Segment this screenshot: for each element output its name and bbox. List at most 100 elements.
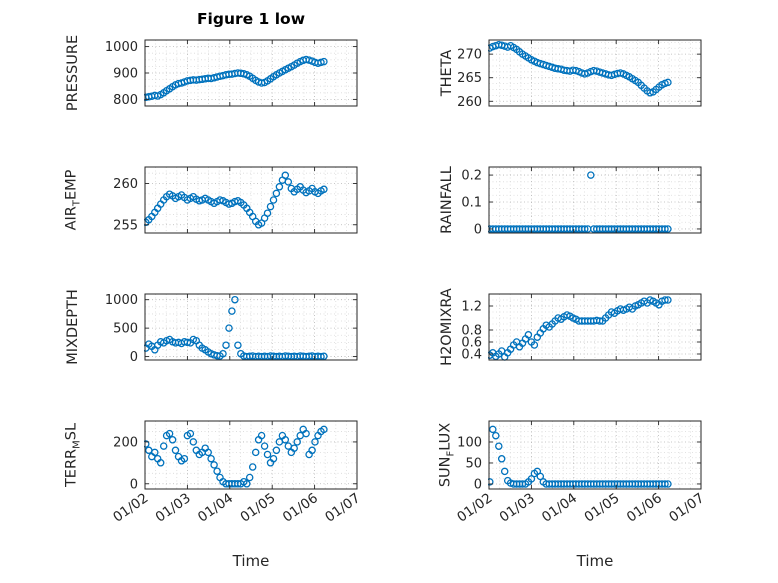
y-tick-label: 0 [474, 477, 482, 492]
data-point [180, 454, 189, 463]
y-tick-label: 100 [457, 435, 482, 450]
y-axis-label-theta: THETA [439, 49, 455, 97]
scatter-series [144, 171, 328, 229]
data-point [661, 296, 669, 304]
subplot-sunflux: 0 50 100 01/02 01/03 01/04 01/05 01/06 01/07 [454, 420, 707, 526]
data-point [225, 324, 233, 332]
data-point [156, 459, 165, 467]
y-tick-label: 0.1 [461, 196, 482, 211]
y-tick-label: 800 [113, 93, 138, 108]
x-axis-label-left: Time [232, 552, 270, 570]
y-tick-label: 1000 [105, 40, 138, 55]
subplot-theta: 260 265 270 [457, 39, 702, 110]
data-point [664, 296, 672, 304]
data-point [272, 446, 281, 455]
x-tick-label: 01/06 [624, 490, 665, 525]
data-point [144, 440, 150, 448]
data-point [275, 183, 284, 191]
data-point [488, 478, 494, 486]
y-tick-label: 260 [457, 95, 482, 110]
data-point [171, 446, 180, 455]
x-tick-label: 01/05 [237, 490, 278, 525]
y-axis-label-pressure: PRESSURE [65, 34, 81, 112]
scatter-series [144, 425, 328, 488]
data-point [263, 209, 272, 217]
data-point [302, 429, 310, 438]
data-point [231, 295, 239, 304]
subplot-pressure: 800 900 1000 [105, 39, 358, 108]
y-tick-label: 1.2 [461, 300, 482, 315]
data-point [524, 331, 533, 339]
data-point [207, 454, 215, 463]
y-axis-label-airtemp: AIRTEMP [63, 169, 83, 231]
data-point [263, 450, 272, 459]
scatter-series [488, 425, 672, 488]
data-point [595, 317, 604, 325]
y-tick-label: 500 [113, 322, 138, 337]
x-tick-label: 01/03 [153, 490, 194, 525]
data-point [530, 341, 539, 349]
data-point [489, 425, 497, 434]
y-axis-label-mixdepth: MIXDEPTH [65, 289, 81, 365]
data-point [165, 429, 174, 438]
data-point [661, 225, 669, 233]
data-point [216, 196, 224, 204]
y-tick-label: 0 [130, 477, 138, 492]
data-point [269, 196, 278, 204]
y-tick-label: 900 [113, 67, 138, 82]
y-tick-label: 0.6 [461, 336, 482, 351]
y-axis-label-sunflux: SUNFLUX [437, 422, 457, 488]
y-tick-label: 0 [474, 222, 482, 237]
y-tick-label: 270 [457, 48, 482, 63]
y-tick-label: 265 [457, 71, 482, 86]
scatter-series [488, 171, 672, 233]
data-point [222, 341, 230, 349]
data-point [320, 425, 328, 434]
x-tick-label: 01/04 [539, 490, 580, 525]
data-point [248, 463, 257, 471]
data-point [234, 341, 242, 349]
axes-box [488, 166, 702, 234]
data-point [251, 448, 260, 457]
subplot-mixdepth: 0 500 1000 [105, 293, 358, 365]
data-point [308, 446, 316, 455]
axes-box [488, 420, 702, 490]
y-axis-label-terrmsl: TERRMSL [63, 422, 83, 488]
y-tick-label: 1000 [105, 293, 138, 308]
y-tick-label: 255 [113, 218, 138, 233]
data-point [492, 431, 500, 440]
x-tick-label: 01/03 [497, 490, 538, 525]
y-tick-label: 0.4 [461, 348, 482, 363]
data-point [320, 185, 328, 194]
data-point [284, 178, 293, 186]
data-point [228, 307, 236, 315]
data-point [266, 202, 275, 211]
y-tick-label: 0 [130, 350, 138, 365]
data-point [189, 438, 198, 446]
y-tick-label: 200 [113, 435, 138, 450]
data-point [320, 57, 328, 66]
axes-box [488, 39, 702, 107]
subplot-h2omixra: 0.40.60.8 1.2 [461, 293, 702, 363]
data-point [159, 442, 168, 450]
data-point [495, 442, 503, 450]
scatter-series [488, 40, 672, 97]
data-point [260, 442, 269, 450]
data-point [664, 225, 672, 233]
data-point [500, 467, 509, 476]
figure-title: Figure 1 low [196, 10, 306, 28]
y-tick-label: 260 [113, 177, 138, 192]
data-point [243, 480, 251, 488]
data-point [257, 431, 266, 440]
data-point [311, 438, 319, 446]
data-point [664, 78, 672, 87]
data-point [183, 338, 192, 347]
x-tick-label: 01/07 [322, 490, 363, 525]
data-point [168, 436, 177, 444]
data-point [293, 438, 301, 446]
x-tick-label: 01/02 [110, 490, 151, 525]
data-point [661, 480, 669, 488]
y-tick-label: 50 [465, 456, 482, 471]
x-tick-label: 01/07 [666, 490, 707, 525]
data-point [151, 448, 159, 457]
